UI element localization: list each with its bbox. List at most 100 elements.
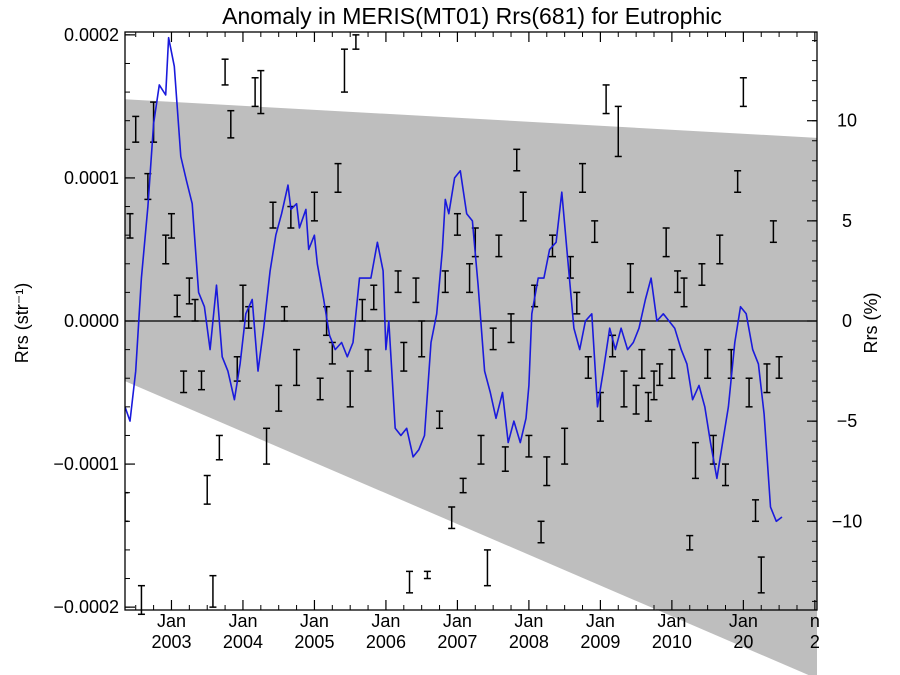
error-bar	[543, 456, 551, 487]
x-tick-label-year: 2010	[652, 632, 692, 652]
error-bar	[316, 377, 324, 401]
error-bar	[680, 277, 688, 308]
error-bar	[394, 270, 402, 294]
error-bar	[752, 499, 760, 523]
x-tick-label-year: 2003	[151, 632, 191, 652]
x-tick-label-month: Jan	[514, 611, 543, 631]
error-bar	[340, 48, 348, 93]
error-bar	[203, 474, 211, 505]
error-bar	[257, 69, 265, 115]
error-bar	[126, 212, 134, 239]
x-tick-label-year: 2005	[294, 632, 334, 652]
error-bar	[418, 320, 426, 358]
error-bar	[501, 446, 509, 472]
x-tick-label-month: Jan	[371, 611, 400, 631]
error-bar	[507, 313, 515, 344]
error-bar	[352, 34, 360, 50]
error-bar	[269, 201, 277, 229]
error-bar	[561, 427, 569, 465]
error-bar	[293, 348, 301, 387]
error-bar	[132, 115, 140, 143]
error-bar	[489, 327, 497, 351]
error-bar	[441, 270, 449, 294]
x-tick-label-year: 20	[733, 632, 753, 652]
y-tick-label: 0.0001	[64, 168, 119, 188]
error-bar	[495, 234, 503, 258]
y-axis-label-right: Rrs (%)	[861, 293, 881, 354]
x-tick-label-year: 2006	[366, 632, 406, 652]
x-tick-label-month: n	[810, 611, 820, 631]
error-bar	[656, 363, 664, 387]
y-axis-label: Rrs (str⁻¹)	[12, 283, 32, 363]
error-bar	[513, 148, 521, 172]
error-bar	[185, 277, 193, 305]
error-bar	[280, 305, 288, 322]
y-right-tick-label: 5	[842, 211, 852, 231]
y-right-tick-label: 0	[842, 311, 852, 331]
error-bar	[573, 291, 581, 315]
error-bar	[721, 463, 729, 487]
y-right-tick-label: −5	[837, 411, 858, 431]
x-tick-label-month: Jan	[586, 611, 615, 631]
error-bar	[644, 391, 652, 422]
error-bar	[477, 434, 485, 465]
error-bar	[448, 506, 456, 530]
x-tick-label-year: 2007	[437, 632, 477, 652]
x-tick-label-month: Jan	[300, 611, 329, 631]
error-bar	[334, 162, 342, 193]
error-bar	[453, 212, 461, 236]
error-bar	[173, 294, 181, 318]
error-bar	[591, 220, 599, 244]
error-bar	[310, 191, 318, 222]
x-tick-label-year: 2008	[509, 632, 549, 652]
chart-title: Anomaly in MERIS(MT01) Rrs(681) for Eutr…	[222, 3, 722, 29]
x-tick-label-month: Jan	[228, 611, 257, 631]
error-bar	[537, 520, 545, 544]
x-tick-label-month: Jan	[657, 611, 686, 631]
x-tick-label-month: Jan	[443, 611, 472, 631]
error-bar	[162, 234, 170, 265]
error-bar	[650, 370, 658, 401]
y-tick-label: −0.0002	[53, 597, 119, 617]
error-bar	[227, 109, 235, 139]
error-bar	[459, 477, 467, 494]
error-bar	[757, 556, 765, 594]
error-bar	[602, 84, 610, 115]
error-bar	[704, 348, 712, 379]
error-bar	[614, 105, 622, 158]
error-bar	[370, 284, 378, 311]
error-bar	[734, 170, 742, 193]
error-bar	[263, 427, 271, 465]
error-bar	[691, 441, 699, 480]
error-bar	[626, 263, 634, 294]
error-bar	[638, 348, 646, 379]
y-tick-label: −0.0001	[53, 454, 119, 474]
error-bar	[358, 298, 366, 322]
shaded-band	[125, 99, 817, 675]
error-bar	[466, 263, 474, 294]
error-bar	[775, 356, 783, 379]
error-bar	[686, 534, 694, 551]
x-tick-label-month: Jan	[729, 611, 758, 631]
y-right-tick-label: 10	[837, 111, 857, 131]
error-bar	[579, 162, 587, 193]
error-bar	[221, 58, 229, 86]
anomaly-series-line	[125, 36, 783, 523]
error-bar	[191, 298, 199, 322]
error-bar	[215, 434, 223, 461]
error-bar	[275, 384, 283, 412]
x-tick-label-year: 2009	[580, 632, 620, 652]
error-bar	[180, 370, 188, 394]
error-bar	[674, 270, 682, 294]
error-bar	[698, 263, 706, 286]
error-bar	[525, 434, 533, 458]
error-bar	[483, 549, 491, 587]
x-tick-label-year: 2004	[223, 632, 263, 652]
x-tick-label-year: 2	[810, 632, 820, 652]
error-bar	[763, 363, 771, 394]
error-bar	[436, 410, 444, 430]
error-bar	[209, 574, 217, 608]
error-bar	[412, 277, 420, 304]
